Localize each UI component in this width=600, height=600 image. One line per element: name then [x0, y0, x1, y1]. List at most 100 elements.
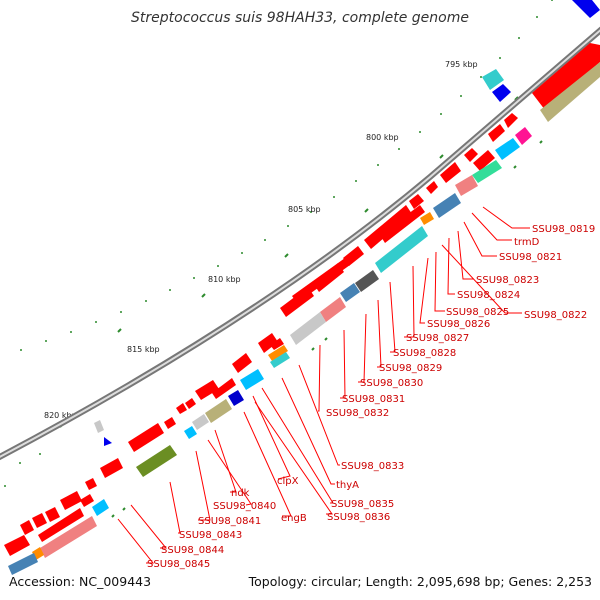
- outer-dot-ring: [4, 0, 553, 487]
- gene-label: SSU98_0843: [179, 530, 242, 541]
- gene-block: [94, 420, 104, 433]
- gene-label: SSU98_0829: [379, 363, 442, 374]
- gene-label: SSU98_0832: [326, 408, 389, 419]
- gene-arrow: [195, 380, 219, 400]
- scale-label: 805 kbp: [288, 205, 321, 214]
- gene-block: [104, 437, 112, 446]
- gene-label: SSU98_0819: [532, 224, 595, 235]
- gene-arrow: [532, 43, 600, 110]
- inner-dashes: [111, 140, 543, 518]
- gene-label: SSU98_0824: [457, 290, 520, 301]
- gene-arrow: [464, 148, 478, 162]
- gene-label: SSU98_0827: [406, 333, 469, 344]
- gene-arrow: [60, 491, 82, 510]
- reverse-strand-genes: [38, 150, 495, 542]
- gene-label: SSU98_0821: [499, 252, 562, 263]
- gene-label: SSU98_0833: [341, 461, 404, 472]
- gene-arrow: [504, 113, 518, 128]
- gene-label: SSU98_0845: [147, 559, 210, 570]
- gene-arrow: [380, 205, 425, 243]
- gene-block: [495, 138, 520, 160]
- gene-block: [228, 390, 244, 406]
- scale-label: 820 kbp: [44, 411, 77, 420]
- gene-arrow: [364, 205, 412, 249]
- gene-block: [8, 553, 38, 575]
- scale-label: 815 kbp: [127, 345, 160, 354]
- gene-arrow: [4, 535, 30, 556]
- gene-arrow: [38, 508, 84, 542]
- gene-block: [192, 414, 209, 430]
- gene-label: SSU98_0828: [393, 348, 456, 359]
- gene-block: [482, 69, 504, 90]
- gene-label: SSU98_0830: [360, 378, 423, 389]
- gene-label: SSU98_0831: [342, 394, 405, 405]
- gene-arrow: [473, 150, 495, 171]
- gene-arrow: [343, 246, 364, 266]
- gene-arrow: [85, 478, 97, 490]
- gene-arrow: [164, 417, 176, 429]
- gene-block: [540, 62, 600, 122]
- scale-label: 800 kbp: [366, 133, 399, 142]
- gene-block: [355, 270, 379, 292]
- gene-label: SSU98_0822: [524, 310, 587, 321]
- gene-arrow: [128, 423, 164, 452]
- gene-block: [515, 127, 532, 145]
- gene-block: [136, 445, 177, 477]
- gene-label: trmD: [514, 237, 540, 248]
- gene-label: thyA: [336, 480, 359, 491]
- gene-block: [433, 193, 461, 218]
- gene-block: [290, 312, 326, 345]
- gene-block: [472, 160, 502, 183]
- label-leader-lines: [117, 206, 530, 564]
- gene-block: [455, 175, 478, 196]
- genome-summary: Topology: circular; Length: 2,095,698 bp…: [248, 574, 592, 589]
- genome-backbone: [0, 26, 600, 461]
- scale-ticks: [59, 96, 519, 428]
- gene-arrow: [45, 507, 60, 522]
- gene-block: [420, 212, 434, 225]
- gene-label: SSU98_0835: [331, 499, 394, 510]
- gene-arrow: [426, 181, 438, 194]
- accession-label: Accession: NC_009443: [9, 574, 152, 589]
- gene-labels: SSU98_0819 trmD SSU98_0821 SSU98_0823 SS…: [147, 224, 595, 570]
- scale-label: 810 kbp: [208, 275, 241, 284]
- gene-arrow: [232, 353, 252, 373]
- scale-label: 795 kbp: [445, 60, 478, 69]
- gene-label: SSU98_0844: [161, 545, 224, 556]
- gene-block: [375, 226, 428, 273]
- cog-colored-genes: [8, 0, 600, 575]
- gene-arrow: [292, 258, 350, 303]
- gene-block: [340, 283, 360, 302]
- map-title: Streptococcus suis 98HAH33, complete gen…: [131, 10, 469, 26]
- gene-label: SSU98_0841: [198, 516, 261, 527]
- scale-labels: 795 kbp 800 kbp 805 kbp 810 kbp 815 kbp …: [44, 60, 478, 420]
- gene-block: [320, 297, 346, 322]
- gene-block: [184, 426, 197, 439]
- gene-arrow: [20, 520, 34, 535]
- gene-block: [270, 352, 290, 368]
- gene-block: [92, 499, 109, 516]
- gene-arrow: [32, 513, 47, 528]
- gene-label: SSU98_0836: [327, 512, 390, 523]
- gene-arrow: [270, 338, 284, 350]
- gene-label: engB: [281, 513, 307, 524]
- gene-arrow: [100, 458, 123, 478]
- gene-arrow: [212, 378, 236, 399]
- gene-arrow: [185, 398, 196, 409]
- gene-block: [240, 369, 264, 390]
- gene-arrow: [409, 194, 424, 209]
- gene-label: SSU98_0840: [213, 501, 276, 512]
- gene-block: [40, 516, 97, 558]
- gene-arrow: [80, 494, 94, 507]
- gene-label: SSU98_0825: [446, 307, 509, 318]
- gene-arrow: [488, 124, 505, 142]
- gene-block: [572, 0, 600, 18]
- gene-arrow: [176, 403, 187, 414]
- gene-label: clpX: [277, 476, 299, 487]
- gene-label: SSU98_0826: [427, 319, 490, 330]
- gene-arrow: [440, 162, 461, 183]
- gene-block: [492, 84, 511, 102]
- gene-block: [205, 399, 232, 423]
- gene-arrow: [258, 333, 278, 353]
